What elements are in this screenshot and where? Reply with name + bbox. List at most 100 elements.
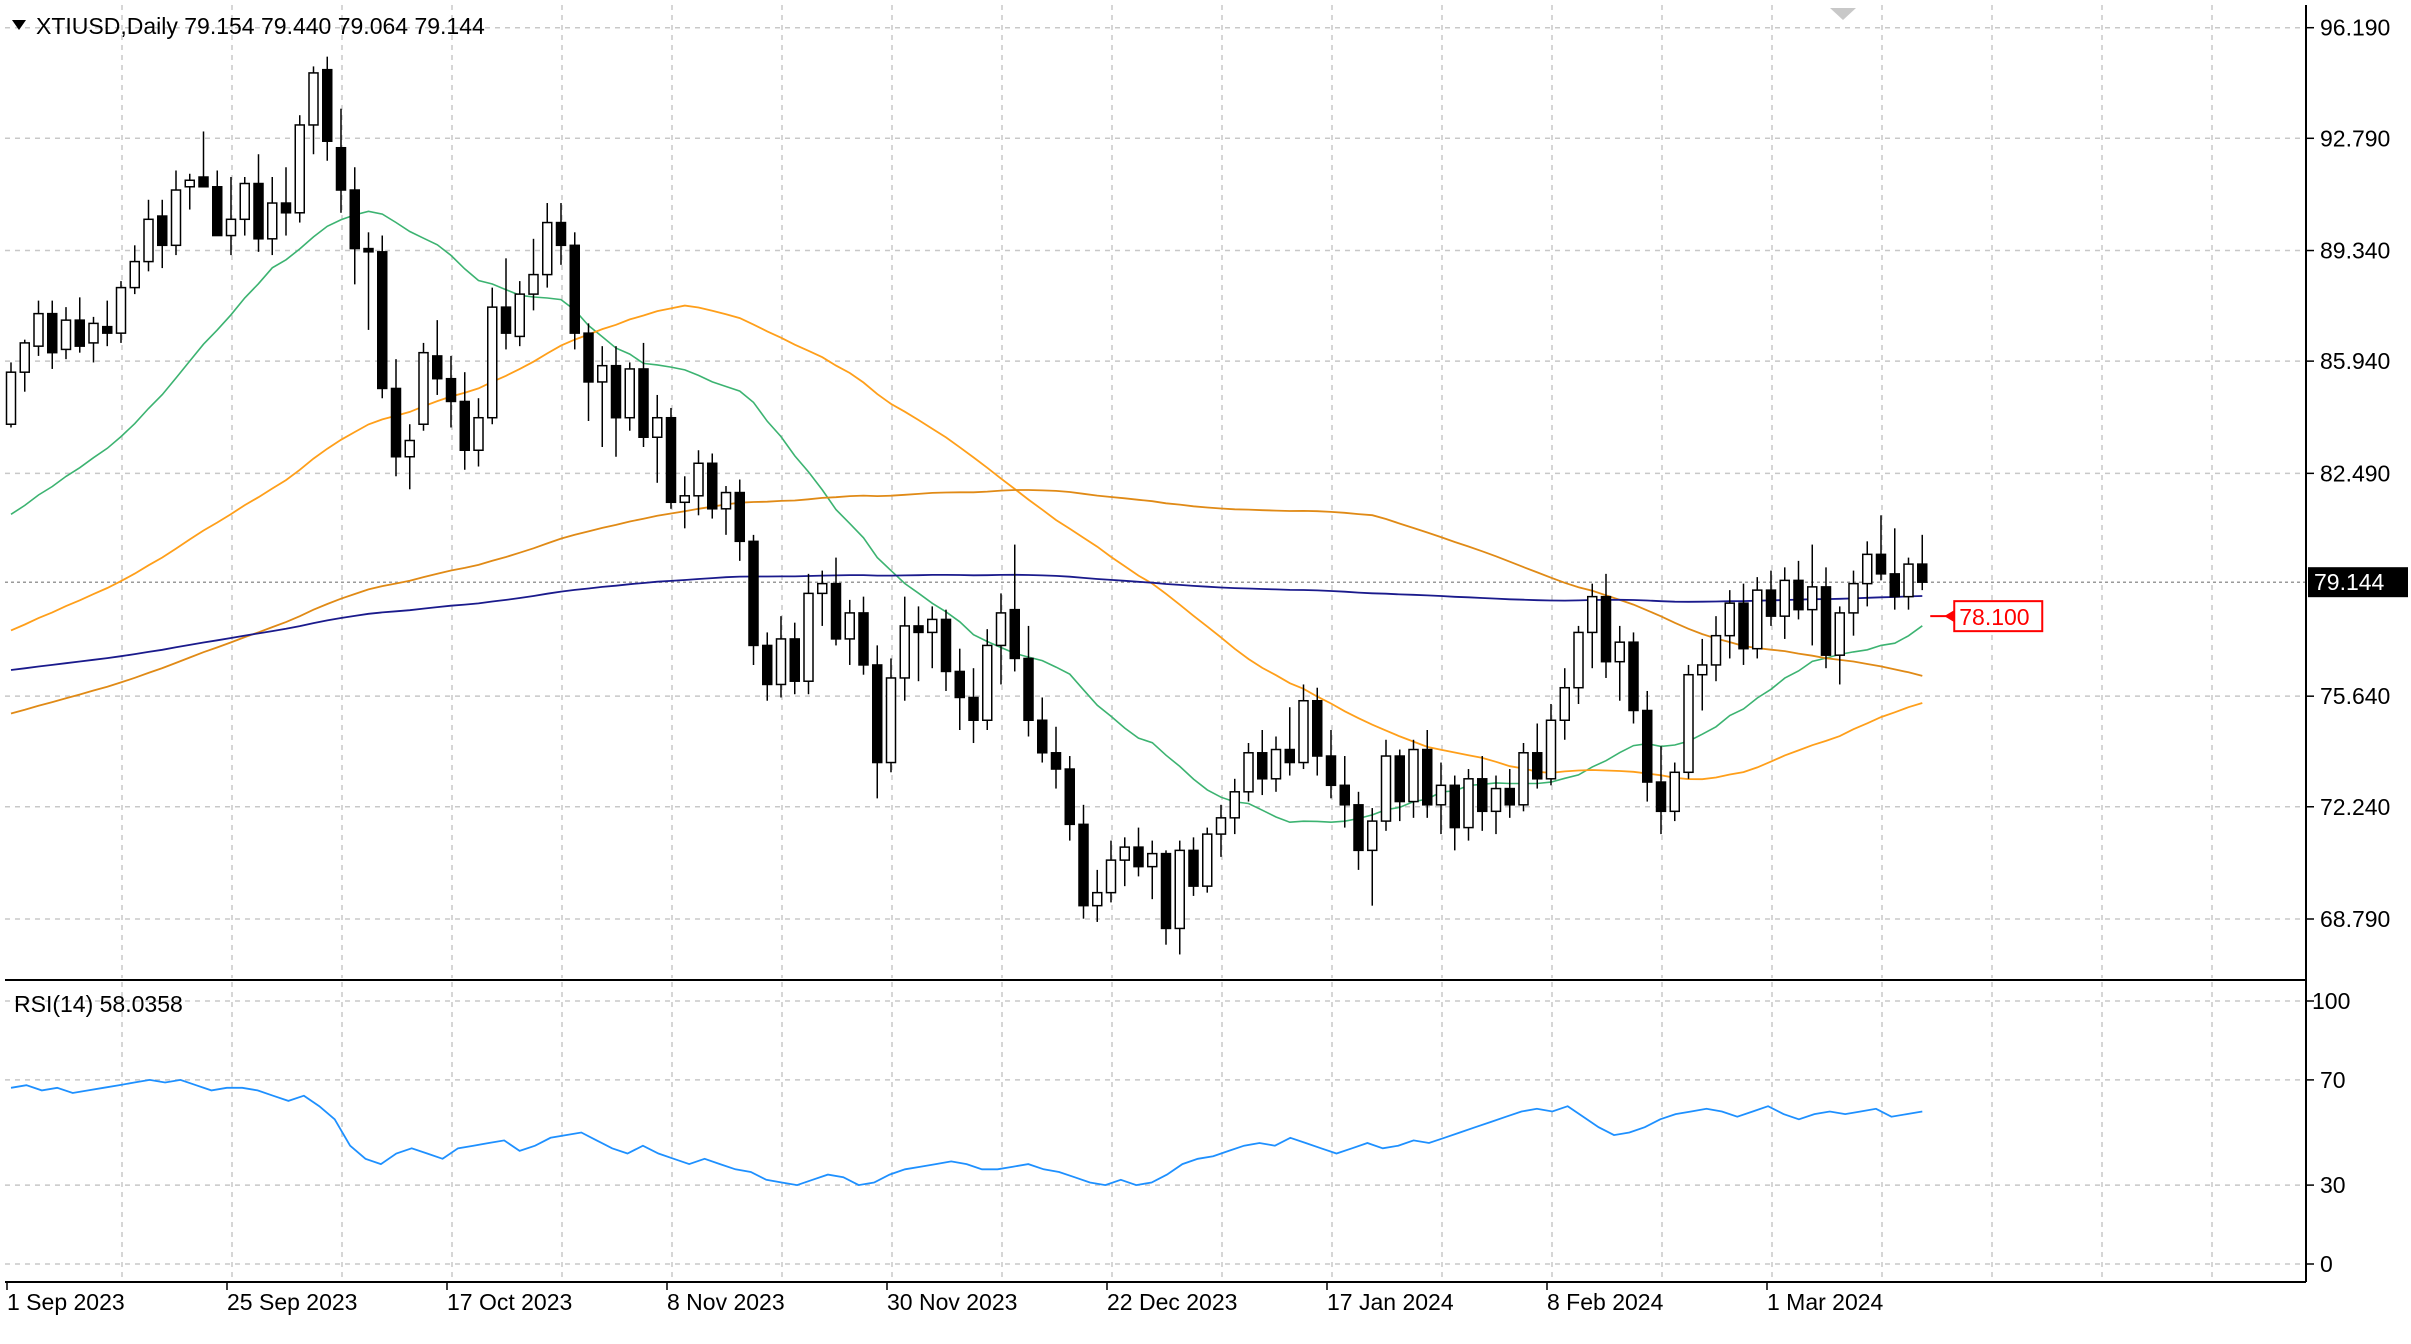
candle[interactable] bbox=[982, 629, 993, 731]
dropdown-triangle-icon[interactable] bbox=[12, 20, 26, 30]
candle[interactable] bbox=[1188, 837, 1199, 896]
candle[interactable] bbox=[1284, 707, 1295, 776]
candle[interactable] bbox=[432, 320, 443, 395]
candle[interactable] bbox=[1628, 632, 1639, 724]
candle[interactable] bbox=[1889, 528, 1900, 610]
candle[interactable] bbox=[1559, 668, 1570, 740]
candle[interactable] bbox=[514, 281, 525, 347]
candle[interactable] bbox=[143, 199, 154, 272]
candle[interactable] bbox=[1174, 840, 1185, 955]
candle[interactable] bbox=[1532, 723, 1543, 789]
candle[interactable] bbox=[638, 342, 649, 448]
candle[interactable] bbox=[377, 235, 388, 399]
candle[interactable] bbox=[1449, 775, 1460, 851]
candle[interactable] bbox=[1325, 730, 1337, 799]
alert-marker[interactable]: 78.100 bbox=[1930, 600, 2044, 633]
candle[interactable] bbox=[652, 394, 663, 483]
candle[interactable] bbox=[830, 557, 842, 646]
candle[interactable] bbox=[665, 407, 677, 509]
candle[interactable] bbox=[198, 131, 209, 188]
candle[interactable] bbox=[885, 658, 897, 773]
candle[interactable] bbox=[363, 232, 374, 330]
candles[interactable] bbox=[5, 56, 1928, 955]
candle[interactable] bbox=[1600, 573, 1612, 678]
candle[interactable] bbox=[789, 622, 800, 695]
candle[interactable] bbox=[239, 177, 250, 236]
candle[interactable] bbox=[1587, 583, 1598, 669]
candle[interactable] bbox=[707, 453, 718, 519]
candle[interactable] bbox=[74, 297, 85, 353]
candle[interactable] bbox=[19, 339, 30, 392]
scroll-marker-icon[interactable] bbox=[1830, 8, 1856, 20]
candle[interactable] bbox=[1710, 616, 1722, 682]
candle[interactable] bbox=[1463, 769, 1474, 841]
candle[interactable] bbox=[1147, 840, 1158, 900]
candle[interactable] bbox=[102, 300, 113, 347]
candle[interactable] bbox=[1050, 726, 1062, 789]
candle[interactable] bbox=[88, 316, 99, 363]
candle[interactable] bbox=[349, 167, 360, 285]
candle[interactable] bbox=[1917, 534, 1928, 591]
candle[interactable] bbox=[1257, 730, 1268, 796]
candle[interactable] bbox=[872, 645, 883, 799]
candle[interactable] bbox=[1009, 544, 1020, 672]
candle[interactable] bbox=[1820, 567, 1832, 669]
candle[interactable] bbox=[473, 398, 484, 467]
candle[interactable] bbox=[225, 177, 237, 256]
candle[interactable] bbox=[1752, 577, 1763, 659]
candle[interactable] bbox=[129, 245, 140, 295]
candle[interactable] bbox=[1394, 749, 1405, 822]
candle[interactable] bbox=[1518, 743, 1529, 812]
candle[interactable] bbox=[1064, 756, 1075, 841]
candle[interactable] bbox=[322, 56, 333, 161]
candle[interactable] bbox=[679, 476, 690, 529]
candle[interactable] bbox=[940, 609, 952, 691]
candle[interactable] bbox=[1435, 762, 1447, 835]
candle[interactable] bbox=[995, 593, 1007, 685]
rsi-panel[interactable] bbox=[10, 1078, 1923, 1187]
candle[interactable] bbox=[1270, 736, 1282, 792]
candle[interactable] bbox=[1353, 791, 1364, 870]
candle[interactable] bbox=[5, 362, 17, 428]
candle[interactable] bbox=[1105, 840, 1117, 903]
candle[interactable] bbox=[817, 570, 828, 626]
candle[interactable] bbox=[1642, 690, 1653, 802]
candle[interactable] bbox=[170, 170, 182, 256]
candle[interactable] bbox=[899, 596, 910, 701]
candle[interactable] bbox=[445, 355, 457, 428]
candle[interactable] bbox=[1023, 625, 1034, 737]
candle[interactable] bbox=[1738, 583, 1749, 665]
candle[interactable] bbox=[60, 307, 72, 360]
candle[interactable] bbox=[1477, 756, 1488, 831]
candle[interactable] bbox=[610, 346, 622, 457]
candle[interactable] bbox=[1793, 560, 1804, 620]
candle[interactable] bbox=[1367, 808, 1378, 906]
candle[interactable] bbox=[1573, 625, 1584, 704]
candle[interactable] bbox=[1380, 739, 1392, 831]
candle[interactable] bbox=[1875, 515, 1887, 581]
candle[interactable] bbox=[858, 596, 869, 675]
candle[interactable] bbox=[157, 199, 168, 269]
candle[interactable] bbox=[500, 258, 512, 350]
candle[interactable] bbox=[1862, 541, 1873, 607]
candle[interactable] bbox=[1312, 687, 1323, 776]
candle[interactable] bbox=[1229, 778, 1240, 835]
candle[interactable] bbox=[542, 203, 553, 288]
candle[interactable] bbox=[280, 167, 292, 236]
candle[interactable] bbox=[418, 342, 429, 431]
candle[interactable] bbox=[748, 534, 759, 665]
candle[interactable] bbox=[954, 648, 965, 731]
candle[interactable] bbox=[253, 154, 264, 252]
candle[interactable] bbox=[33, 300, 44, 356]
candle[interactable] bbox=[734, 479, 745, 561]
candle[interactable] bbox=[404, 424, 415, 490]
candle[interactable] bbox=[308, 66, 319, 155]
candle[interactable] bbox=[1504, 769, 1515, 818]
candle[interactable] bbox=[1765, 570, 1777, 626]
candle[interactable] bbox=[1298, 684, 1309, 770]
candle[interactable] bbox=[1834, 606, 1845, 685]
candle[interactable] bbox=[1669, 762, 1680, 822]
candle[interactable] bbox=[597, 346, 608, 448]
candle[interactable] bbox=[115, 281, 127, 343]
candle[interactable] bbox=[1697, 638, 1708, 711]
